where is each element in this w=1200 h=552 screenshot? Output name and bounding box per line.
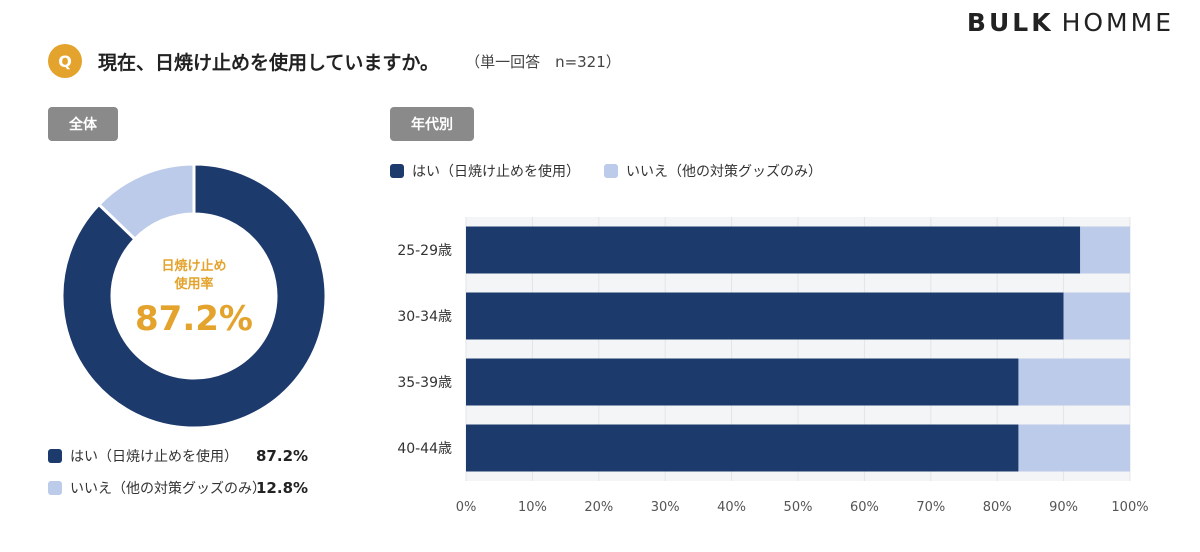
legend-label-yes: はい（日焼け止めを使用） [70, 449, 238, 465]
question-header: Q 現在、日焼け止めを使用していますか。 （単一回答 n=321） [48, 44, 621, 78]
bar-legend-item-no: いいえ（他の対策グッズのみ） [604, 161, 822, 181]
legend-item-no: いいえ（他の対策グッズのみ） 12.8% [48, 478, 308, 498]
donut-center-value: 87.2% [135, 299, 253, 339]
bar-legend: はい（日焼け止めを使用） いいえ（他の対策グッズのみ） [390, 161, 846, 181]
bar-segment-no [1018, 358, 1130, 406]
stacked-bar-chart: 0% 10% 20% 30% 40% 50% 60% 70% 80% 90% 100% 25-29歳 3… [397, 217, 1149, 515]
donut-center-label-1: 日焼け止め [161, 258, 226, 274]
legend-value-no: 12.8% [256, 479, 309, 497]
bar-segment-yes [466, 358, 1019, 406]
x-tick-label: 90% [1049, 500, 1078, 515]
bar-legend-swatch-no [604, 164, 618, 178]
donut-slice-yes [60, 162, 328, 430]
y-category-label: 25-29歳 [397, 243, 452, 259]
brand-logo-light: HOMME [1061, 8, 1174, 37]
question-badge: Q [48, 44, 82, 78]
bar-segment-yes [466, 292, 1064, 340]
tab-by-age: 年代別 [390, 107, 474, 141]
y-category-label: 40-44歳 [397, 441, 452, 457]
brand-logo: BULK HOMME [967, 8, 1174, 37]
x-tick-label: 100% [1111, 500, 1148, 515]
bar-legend-swatch-yes [390, 164, 404, 178]
brand-logo-bold: BULK [966, 8, 1054, 37]
bar-legend-label-no: いいえ（他の対策グッズのみ） [626, 164, 822, 180]
tab-overall: 全体 [48, 107, 118, 141]
x-tick-label: 20% [584, 500, 613, 515]
bar-legend-label-yes: はい（日焼け止めを使用） [412, 164, 580, 180]
y-category-label: 30-34歳 [397, 309, 452, 325]
x-tick-label: 50% [784, 500, 813, 515]
question-title: 現在、日焼け止めを使用していますか。 [98, 51, 440, 74]
x-tick-label: 80% [983, 500, 1012, 515]
bar-segment-no [1018, 424, 1130, 472]
x-tick-label: 10% [518, 500, 547, 515]
bar-legend-item-yes: はい（日焼け止めを使用） [390, 161, 580, 181]
x-tick-label: 0% [456, 500, 477, 515]
donut-slice-no [96, 162, 196, 242]
bar-segment-yes [466, 226, 1081, 274]
legend-label-no: いいえ（他の対策グッズのみ） [70, 481, 266, 497]
legend-swatch-yes [48, 449, 62, 463]
x-tick-label: 40% [717, 500, 746, 515]
legend-swatch-no [48, 481, 62, 495]
bar-segment-no [1080, 226, 1130, 274]
legend-value-yes: 87.2% [256, 447, 309, 465]
x-tick-label: 30% [651, 500, 680, 515]
donut-legend: はい（日焼け止めを使用） 87.2% いいえ（他の対策グッズのみ） 12.8% [48, 446, 308, 510]
x-tick-label: 70% [916, 500, 945, 515]
question-note: （単一回答 n=321） [465, 52, 621, 71]
y-category-label: 35-39歳 [397, 375, 452, 391]
legend-item-yes: はい（日焼け止めを使用） 87.2% [48, 446, 308, 466]
x-tick-label: 60% [850, 500, 879, 515]
bar-segment-yes [466, 424, 1019, 472]
donut-center-label-2: 使用率 [173, 276, 213, 292]
bar-segment-no [1063, 292, 1130, 340]
